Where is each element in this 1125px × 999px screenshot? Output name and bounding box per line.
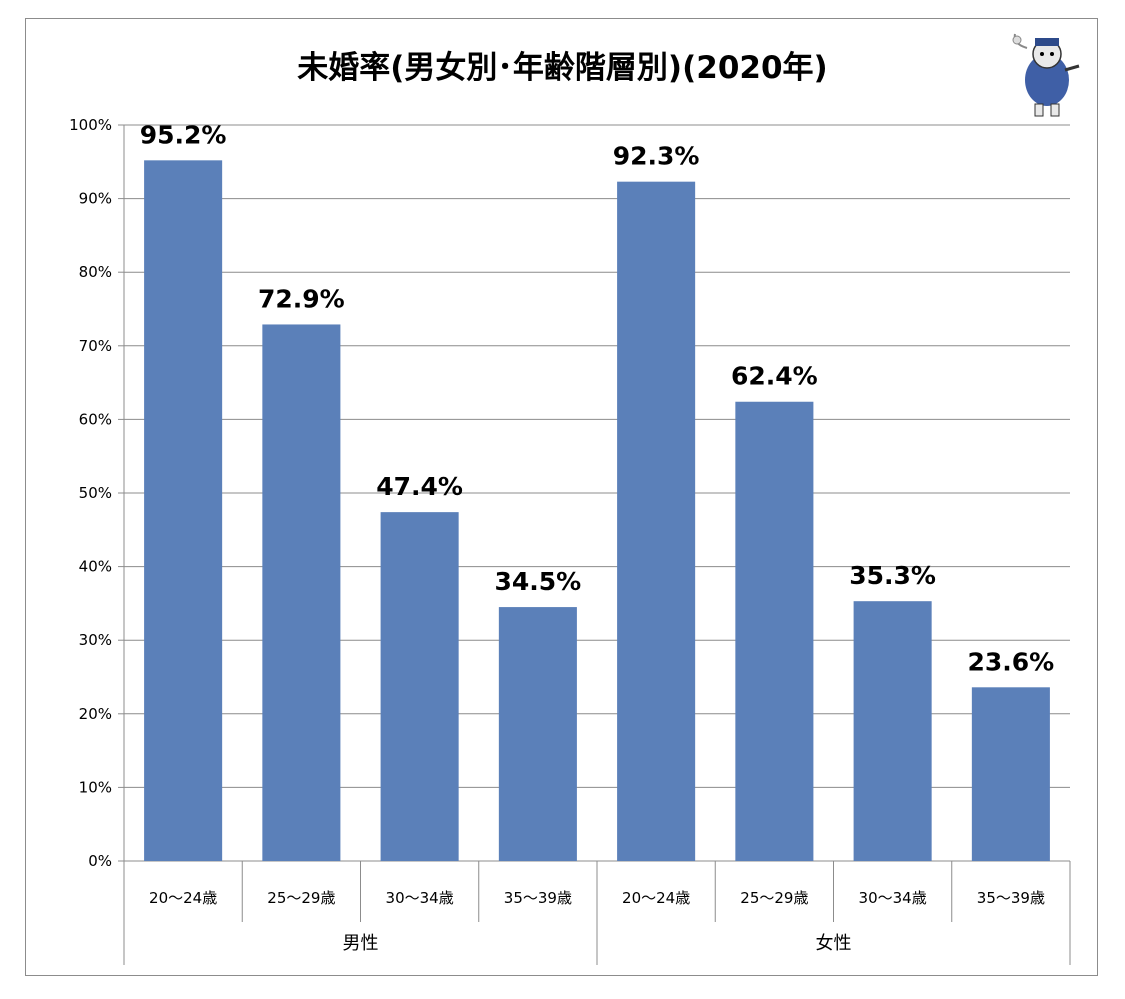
y-tick-label: 60% <box>79 410 112 428</box>
data-label: 95.2% <box>140 120 227 149</box>
x-category-label: 25～29歳 <box>267 889 335 907</box>
chart-title: 未婚率(男女別･年齢階層別)(2020年) <box>297 50 828 86</box>
data-label: 23.6% <box>968 647 1055 676</box>
x-category-label: 30～34歳 <box>386 889 454 907</box>
data-label: 72.9% <box>258 284 345 313</box>
bar <box>735 401 814 861</box>
y-tick-label: 70% <box>79 337 112 355</box>
y-tick-label: 40% <box>79 558 112 576</box>
x-category-label: 35～39歳 <box>977 889 1045 907</box>
x-category-label: 35～39歳 <box>504 889 572 907</box>
bar <box>971 687 1050 861</box>
data-label: 47.4% <box>376 472 463 501</box>
y-tick-label: 20% <box>79 705 112 723</box>
bar <box>498 607 577 861</box>
bar <box>262 324 341 861</box>
bar <box>144 160 223 861</box>
y-tick-label: 30% <box>79 631 112 649</box>
data-label: 35.3% <box>849 561 936 590</box>
data-label: 34.5% <box>495 567 582 596</box>
y-tick-label: 100% <box>69 116 112 134</box>
data-label: 92.3% <box>613 142 700 171</box>
bar <box>853 601 932 861</box>
x-category-label: 20～24歳 <box>622 889 690 907</box>
x-group-label: 女性 <box>816 933 852 954</box>
y-tick-label: 80% <box>79 263 112 281</box>
y-tick-label: 10% <box>79 778 112 796</box>
bar <box>380 512 459 861</box>
y-tick-label: 90% <box>79 190 112 208</box>
data-label: 62.4% <box>731 362 818 391</box>
x-category-label: 20～24歳 <box>149 889 217 907</box>
y-tick-label: 50% <box>79 484 112 502</box>
y-tick-label: 0% <box>88 852 112 870</box>
x-category-label: 30～34歳 <box>859 889 927 907</box>
x-category-label: 25～29歳 <box>740 889 808 907</box>
x-group-label: 男性 <box>343 933 379 954</box>
bar <box>617 181 696 861</box>
mascot-icon <box>1012 33 1080 117</box>
